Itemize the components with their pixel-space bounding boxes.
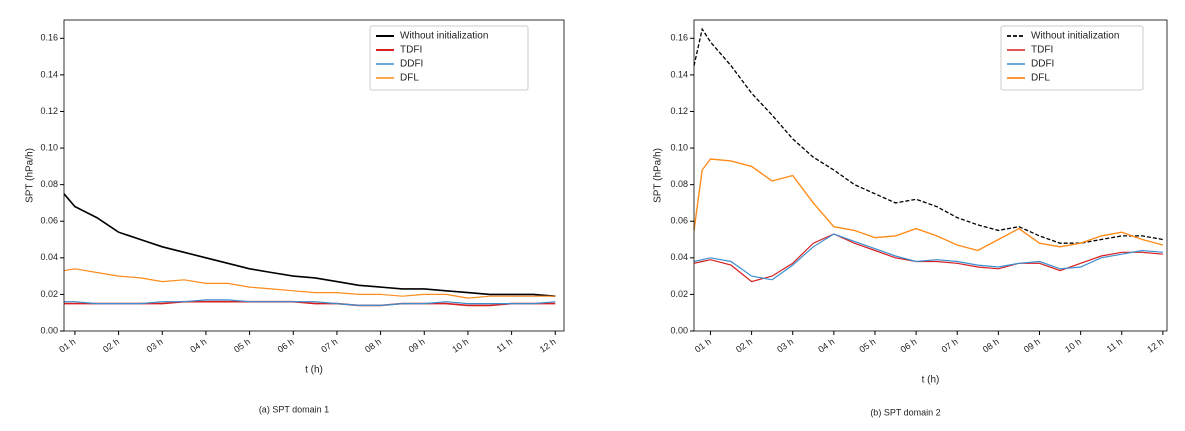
x-tick-label: 08 h (981, 336, 1001, 354)
legend-label: TDFI (1031, 45, 1053, 56)
legend-label: Without initialization (400, 31, 488, 42)
y-tick-label: 0.00 (670, 325, 688, 335)
plot-frame (693, 19, 1168, 332)
x-tick-label: 02 h (101, 336, 121, 354)
y-tick-label: 0.10 (40, 142, 58, 152)
x-axis-label: t (h) (305, 365, 323, 376)
x-tick-label: 08 h (363, 336, 383, 354)
x-tick-label: 04 h (188, 336, 208, 354)
series-line (63, 268, 556, 299)
series-line (63, 193, 556, 297)
x-tick-label: 01 h (57, 336, 77, 354)
series-line (64, 299, 556, 306)
series-line (693, 158, 1164, 252)
x-axis-label: t (h) (922, 375, 940, 386)
y-axis-label: SPT (hPa/h) (25, 148, 36, 203)
x-tick-label: 02 h (734, 336, 754, 354)
y-tick-label: 0.04 (670, 252, 688, 262)
y-tick-label: 0.08 (670, 179, 688, 189)
y-tick-label: 0.16 (40, 33, 58, 43)
caption: (a) SPT domain 1 (259, 404, 329, 414)
x-tick-label: 12 h (538, 336, 558, 354)
legend-label: TDFI (400, 45, 422, 56)
x-tick-label: 03 h (145, 336, 165, 354)
x-tick-label: 12 h (1145, 336, 1165, 354)
legend-label: DDFI (1031, 59, 1054, 70)
y-tick-label: 0.08 (40, 179, 58, 189)
y-tick-label: 0.12 (40, 106, 58, 116)
y-axis-label: SPT (hPa/h) (653, 148, 664, 203)
x-tick-label: 10 h (1063, 336, 1083, 354)
x-tick-label: 04 h (816, 336, 836, 354)
y-tick-label: 0.16 (670, 33, 688, 43)
caption: (b) SPT domain 2 (870, 407, 940, 417)
x-tick-label: 09 h (1022, 336, 1042, 354)
y-tick-label: 0.12 (670, 106, 688, 116)
y-tick-label: 0.10 (670, 142, 688, 152)
legend-label: DFL (400, 73, 419, 84)
y-tick-label: 0.00 (40, 325, 58, 335)
series-line (693, 233, 1163, 281)
x-tick-label: 07 h (319, 336, 339, 354)
x-tick-label: 06 h (899, 336, 919, 354)
x-tick-label: 01 h (693, 336, 713, 354)
x-tick-label: 09 h (407, 336, 427, 354)
y-tick-label: 0.04 (40, 252, 58, 262)
series-line (693, 233, 1163, 283)
x-tick-label: 11 h (495, 336, 515, 354)
x-tick-label: 06 h (276, 336, 296, 354)
legend-box (1000, 25, 1144, 91)
legend-label: DDFI (400, 59, 423, 70)
x-tick-label: 10 h (450, 336, 470, 354)
y-tick-label: 0.06 (670, 216, 688, 226)
x-tick-label: 07 h (940, 336, 960, 354)
legend-label: DFL (1031, 73, 1050, 84)
y-tick-label: 0.06 (40, 216, 58, 226)
y-tick-label: 0.14 (40, 69, 58, 79)
plot-frame (63, 19, 565, 332)
y-tick-label: 0.02 (40, 289, 58, 299)
y-tick-label: 0.02 (670, 289, 688, 299)
legend-box (369, 25, 529, 91)
x-tick-label: 05 h (857, 336, 877, 354)
y-tick-label: 0.14 (670, 69, 688, 79)
x-tick-label: 05 h (232, 336, 252, 354)
legend-label: Without initialization (1031, 31, 1119, 42)
x-tick-label: 11 h (1105, 336, 1125, 354)
x-tick-label: 03 h (775, 336, 795, 354)
